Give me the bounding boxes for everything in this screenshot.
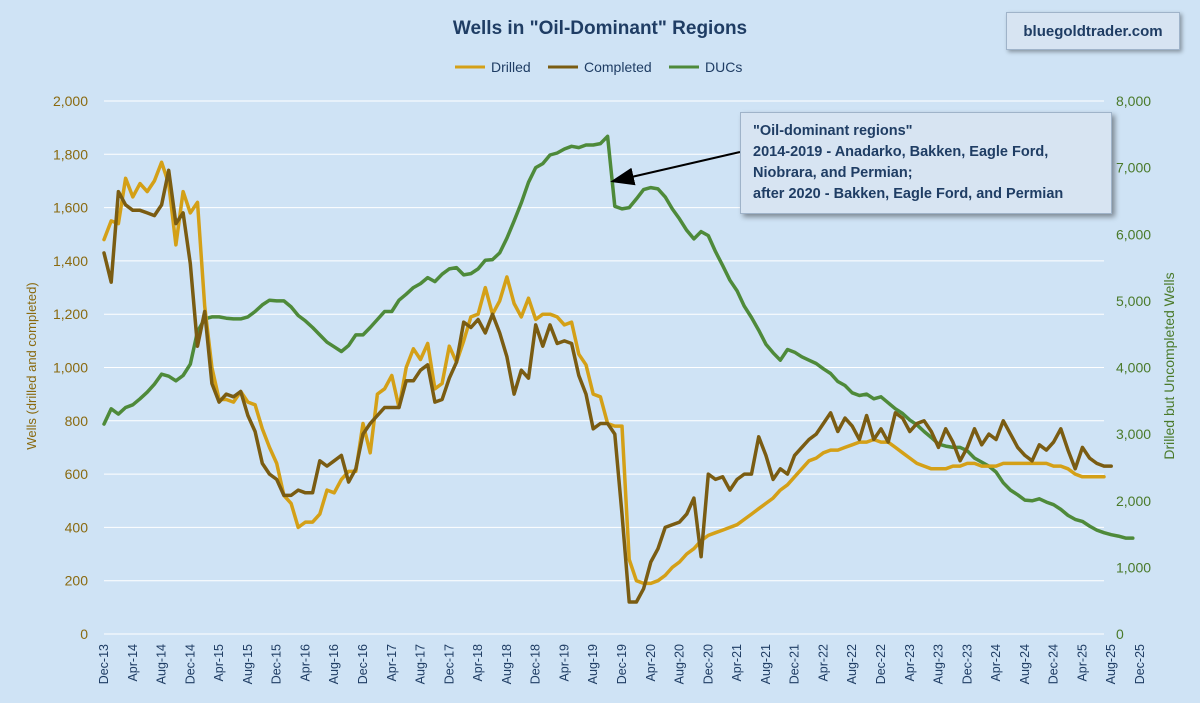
x-tick-label: Dec-15 (270, 644, 284, 684)
x-tick-label: Dec-21 (788, 644, 802, 684)
left-tick-label: 1,400 (53, 253, 88, 269)
x-tick-label: Apr-17 (385, 644, 399, 682)
x-tick-label: Dec-20 (701, 644, 715, 684)
x-tick-label: Aug-25 (1104, 644, 1118, 684)
right-tick-label: 1,000 (1116, 559, 1151, 575)
annotation-box: "Oil-dominant regions" 2014-2019 - Anada… (740, 112, 1112, 214)
right-tick-label: 4,000 (1116, 360, 1151, 376)
left-tick-label: 600 (65, 466, 89, 482)
x-tick-label: Dec-17 (442, 644, 456, 684)
annotation-line-3: Niobrara, and Permian; (753, 165, 913, 181)
left-tick-label: 200 (65, 573, 89, 589)
x-tick-label: Aug-21 (759, 644, 773, 684)
x-tick-label: Apr-21 (730, 644, 744, 682)
series-line-drilled (102, 160, 1106, 586)
x-axis-ticks: Dec-13 Apr-14 Aug-14 Dec-14 Apr-15 Aug-15 Dec-… (97, 644, 1147, 684)
right-tick-label: 5,000 (1116, 293, 1151, 309)
x-tick-label: Dec-19 (615, 644, 629, 684)
left-tick-label: 1,600 (53, 200, 88, 216)
right-tick-label: 3,000 (1116, 426, 1151, 442)
x-tick-label: Apr-15 (212, 644, 226, 682)
x-tick-label: Aug-24 (1018, 644, 1032, 684)
left-tick-label: 1,200 (53, 306, 88, 322)
annotation-line-1: "Oil-dominant regions" (753, 123, 913, 139)
x-tick-label: Aug-19 (586, 644, 600, 684)
annotation-line-2: 2014-2019 - Anadarko, Bakken, Eagle Ford… (753, 144, 1049, 160)
left-axis-label: Wells (drilled and completed) (24, 282, 39, 449)
x-tick-label: Aug-17 (414, 644, 428, 684)
left-tick-label: 400 (65, 519, 89, 535)
left-tick-label: 800 (65, 413, 89, 429)
annotation-line-4: after 2020 - Bakken, Eagle Ford, and Per… (753, 186, 1064, 202)
x-tick-label: Aug-22 (845, 644, 859, 684)
x-tick-label: Apr-16 (298, 644, 312, 682)
right-tick-label: 8,000 (1116, 93, 1151, 109)
x-tick-label: Apr-25 (1075, 644, 1089, 682)
x-tick-label: Dec-23 (960, 644, 974, 684)
x-tick-label: Apr-23 (903, 644, 917, 682)
x-tick-label: Apr-20 (644, 644, 658, 682)
right-tick-label: 6,000 (1116, 226, 1151, 242)
x-tick-label: Aug-20 (673, 644, 687, 684)
legend-label: DUCs (705, 59, 742, 75)
legend: Drilled Completed DUCs (455, 59, 742, 75)
x-tick-label: Dec-14 (183, 644, 197, 684)
left-tick-label: 1,000 (53, 360, 88, 376)
series-layer (102, 134, 1135, 604)
right-tick-label: 0 (1116, 626, 1124, 642)
x-tick-label: Dec-25 (1133, 644, 1147, 684)
legend-label: Completed (584, 59, 652, 75)
x-tick-label: Dec-24 (1047, 644, 1061, 684)
x-tick-label: Apr-19 (557, 644, 571, 682)
left-tick-label: 0 (80, 626, 88, 642)
right-tick-label: 7,000 (1116, 160, 1151, 176)
series-line-ducs (102, 134, 1135, 540)
x-tick-label: Dec-22 (874, 644, 888, 684)
left-tick-label: 2,000 (53, 93, 88, 109)
right-axis-label: Drilled but Uncompleted Wells (1161, 272, 1177, 459)
x-tick-label: Apr-22 (816, 644, 830, 682)
chart-title: Wells in "Oil-Dominant" Regions (453, 18, 747, 39)
left-axis-ticks: 0 200 400 600 800 1,000 1,200 1,400 1,600 1,800 2,… (53, 93, 88, 642)
left-tick-label: 1,800 (53, 146, 88, 162)
annotation-arrow (610, 151, 741, 186)
right-axis-ticks: 0 1,000 2,000 3,000 4,000 5,000 6,000 7,000 8,00… (1116, 93, 1151, 642)
x-tick-label: Aug-16 (327, 644, 341, 684)
x-tick-label: Aug-23 (932, 644, 946, 684)
brand-watermark: bluegoldtrader.com (1006, 12, 1180, 50)
x-tick-label: Aug-14 (155, 644, 169, 684)
x-tick-label: Aug-15 (241, 644, 255, 684)
series-line-completed (102, 168, 1113, 604)
x-tick-label: Aug-18 (500, 644, 514, 684)
x-tick-label: Apr-24 (989, 644, 1003, 682)
right-tick-label: 2,000 (1116, 493, 1151, 509)
legend-label: Drilled (491, 59, 531, 75)
x-tick-label: Dec-13 (97, 644, 111, 684)
x-tick-label: Apr-14 (126, 644, 140, 682)
x-tick-label: Apr-18 (471, 644, 485, 682)
x-tick-label: Dec-18 (529, 644, 543, 684)
x-tick-label: Dec-16 (356, 644, 370, 684)
